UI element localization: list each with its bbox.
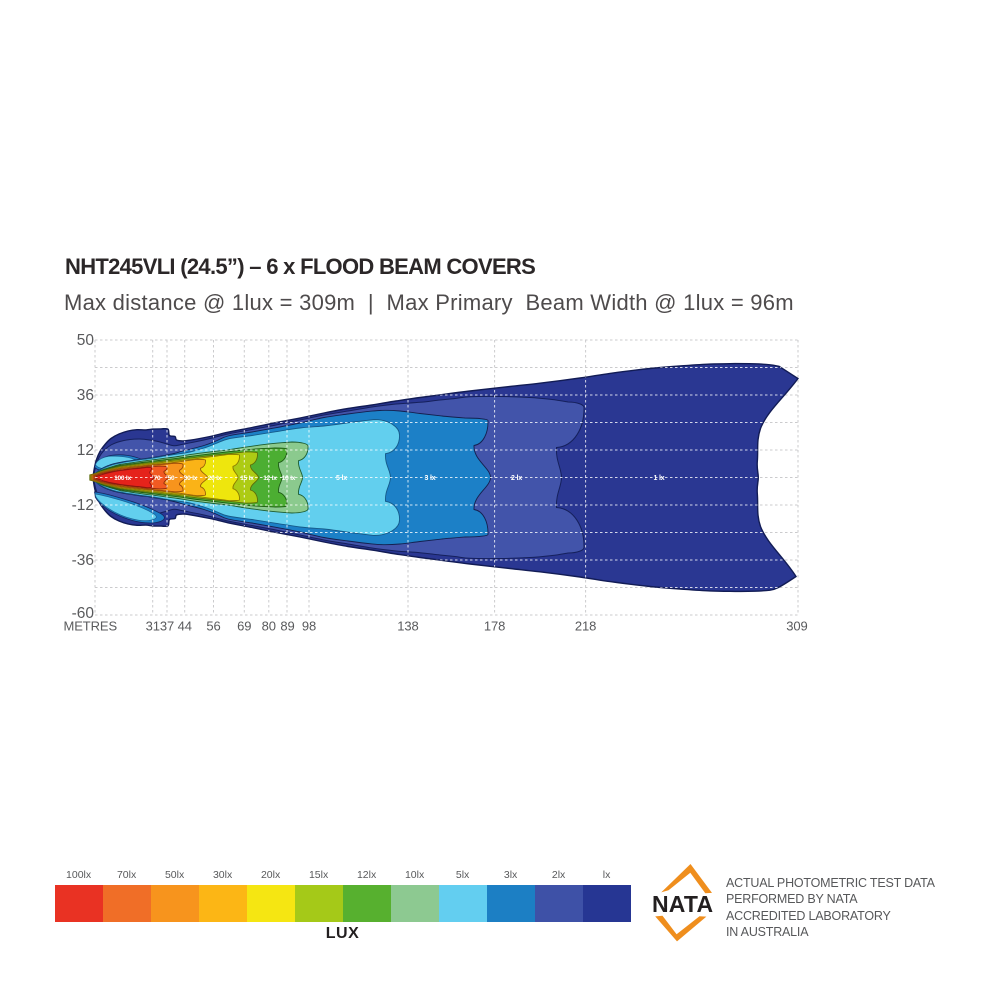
svg-text:178: 178 [484, 619, 505, 634]
svg-text:3 lx: 3 lx [425, 475, 436, 482]
svg-text:1 lx: 1 lx [654, 475, 665, 482]
svg-text:44: 44 [178, 619, 192, 634]
svg-text:-36: -36 [72, 552, 94, 569]
svg-text:69: 69 [237, 619, 251, 634]
svg-text:37: 37 [160, 619, 174, 634]
svg-text:100 lx: 100 lx [114, 475, 131, 482]
svg-text:2 lx: 2 lx [511, 475, 522, 482]
svg-text:-60: -60 [72, 605, 95, 622]
svg-text:30 lx: 30 lx [184, 475, 198, 482]
svg-text:50: 50 [77, 332, 95, 349]
svg-text:15 lx: 15 lx [240, 475, 254, 482]
svg-text:36: 36 [77, 387, 94, 404]
svg-text:12: 12 [77, 442, 94, 459]
svg-text:10 lx: 10 lx [282, 475, 296, 482]
svg-text:-12: -12 [72, 497, 94, 514]
svg-text:80: 80 [262, 619, 276, 634]
svg-text:31: 31 [146, 619, 160, 634]
svg-text:138: 138 [397, 619, 418, 634]
svg-text:50: 50 [168, 475, 175, 482]
svg-text:12 lx: 12 lx [263, 475, 277, 482]
svg-text:5 lx: 5 lx [336, 475, 347, 482]
svg-text:METRES: METRES [64, 619, 118, 634]
svg-text:NATA: NATA [652, 891, 713, 917]
svg-text:89: 89 [280, 619, 294, 634]
svg-text:98: 98 [302, 619, 316, 634]
svg-text:56: 56 [206, 619, 220, 634]
svg-text:70: 70 [154, 475, 161, 482]
svg-text:218: 218 [575, 619, 596, 634]
svg-text:309: 309 [786, 619, 807, 634]
svg-text:20 lx: 20 lx [208, 475, 222, 482]
